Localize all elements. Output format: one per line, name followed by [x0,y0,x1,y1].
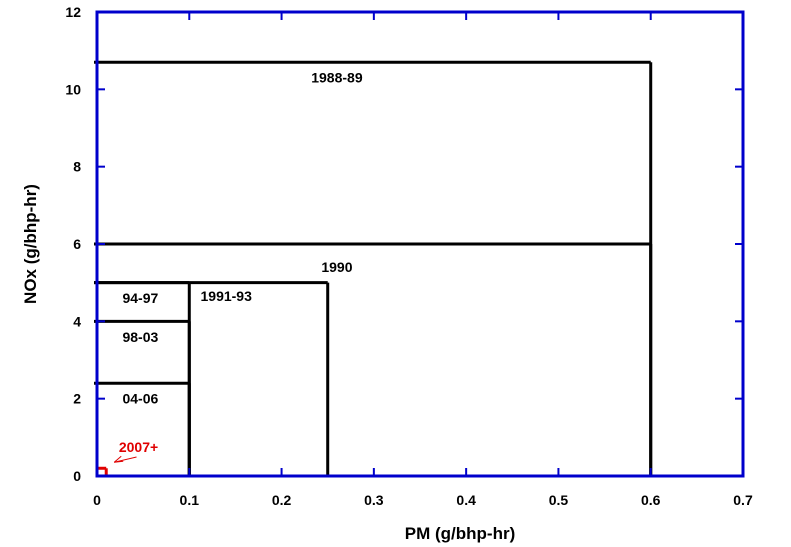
region-labels-layer: 1988-89 1990 1991-93 94-97 98-03 04-06 2007+ [113,70,363,463]
x-axis-title: PM (g/bhp-hr) [405,524,515,543]
region-label: 1991-93 [201,288,253,304]
x-tick-label: 0.7 [733,492,753,508]
y-tick-label: 2 [73,391,81,407]
y-tick-label: 10 [65,81,81,97]
region-label: 2007+ [119,439,158,455]
y-tick-label: 8 [73,159,81,175]
plot-frame [95,10,745,478]
regions-layer [94,60,653,476]
callout-arrowhead [114,460,124,463]
region-label: 98-03 [122,329,158,345]
x-tick-label: 0.4 [456,492,476,508]
x-tick-label: 0.5 [549,492,569,508]
x-tick-label: 0.2 [272,492,292,508]
x-tick-label: 0 [93,492,101,508]
region-label: 94-97 [122,290,158,306]
region-label: 1988-89 [311,70,363,86]
y-axis-title: NOx (g/bhp-hr) [21,184,40,304]
x-tick-label: 0.1 [180,492,200,508]
y-tick-label: 4 [73,313,81,329]
y-tick-label: 6 [73,236,81,252]
y-tick-label: 0 [73,468,81,484]
x-tick-label: 0.6 [641,492,661,508]
region-label: 04-06 [122,391,158,407]
region-label: 1990 [321,259,352,275]
y-tick-label: 12 [65,4,81,20]
x-ticks-layer: 0 0.1 0.2 0.3 0.4 0.5 0.6 0.7 [93,12,753,508]
callout-arrowhead [113,455,122,463]
x-tick-label: 0.3 [364,492,384,508]
